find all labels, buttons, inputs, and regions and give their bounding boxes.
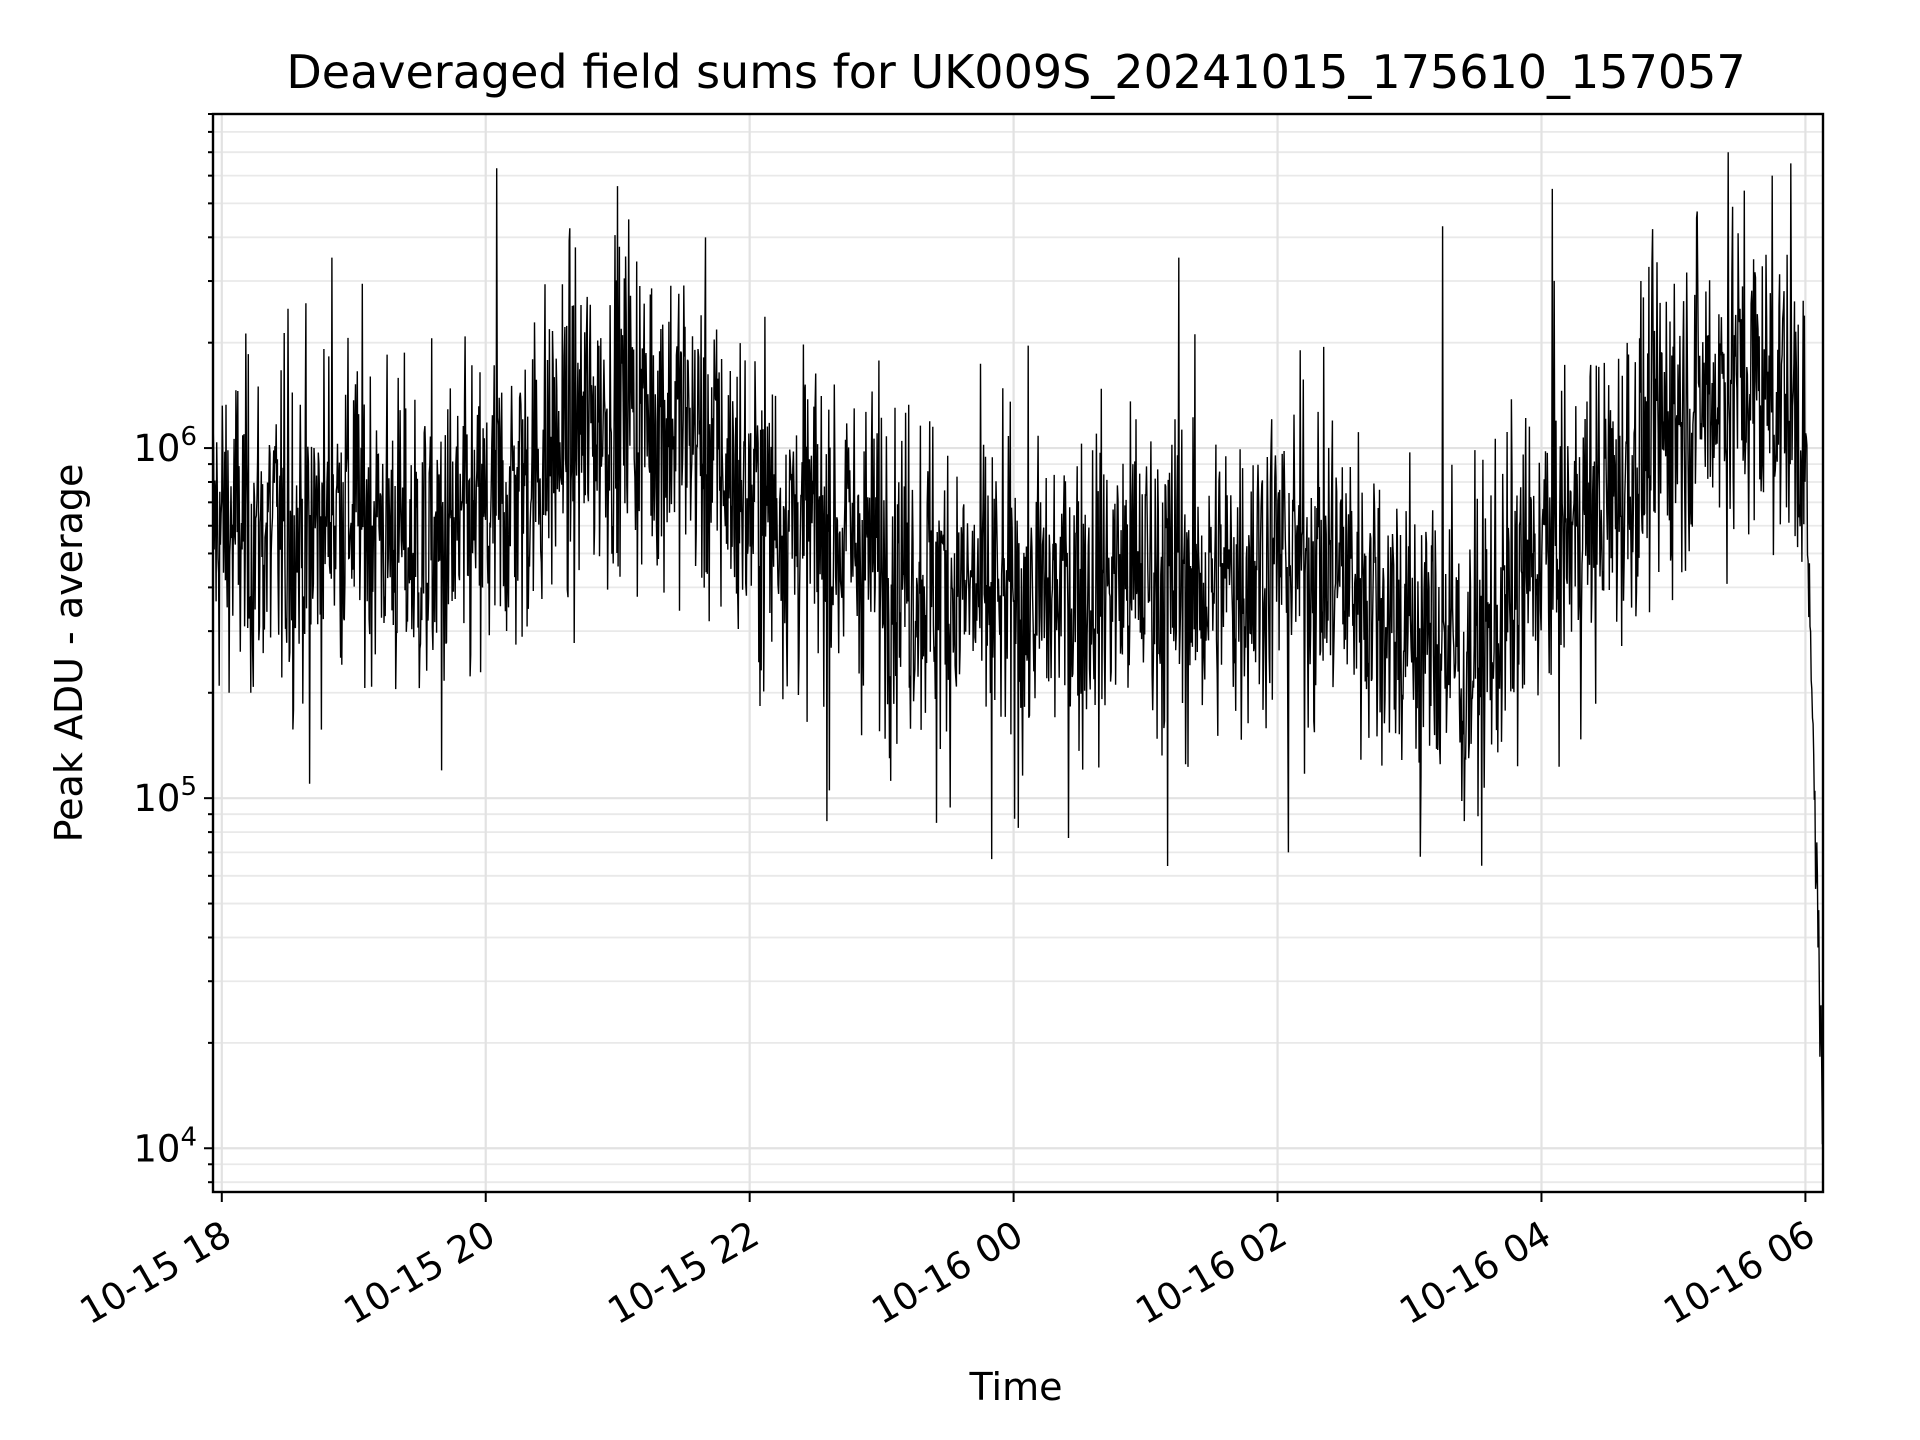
x-tick-label: 10-15 20 [337, 1213, 503, 1333]
y-tick-label: 105 [133, 772, 197, 820]
plot-frame [211, 112, 1825, 1194]
x-axis-label: Time [969, 1365, 1063, 1409]
y-tick-label: 106 [133, 422, 197, 470]
x-tick-label: 10-16 06 [1656, 1213, 1822, 1333]
x-tick-label: 10-16 00 [865, 1213, 1031, 1333]
chart-title: Deaveraged field sums for UK009S_2024101… [286, 45, 1745, 99]
x-tick-label: 10-16 04 [1392, 1213, 1558, 1333]
x-tick-label: 10-15 22 [601, 1213, 767, 1333]
x-tick-label: 10-16 02 [1128, 1213, 1294, 1333]
data-series [212, 152, 1824, 1145]
series-line [212, 152, 1824, 1145]
y-axis-label: Peak ADU - average [47, 464, 91, 843]
x-tick-label: 10-15 18 [73, 1213, 239, 1333]
y-tick-label: 104 [133, 1122, 197, 1170]
